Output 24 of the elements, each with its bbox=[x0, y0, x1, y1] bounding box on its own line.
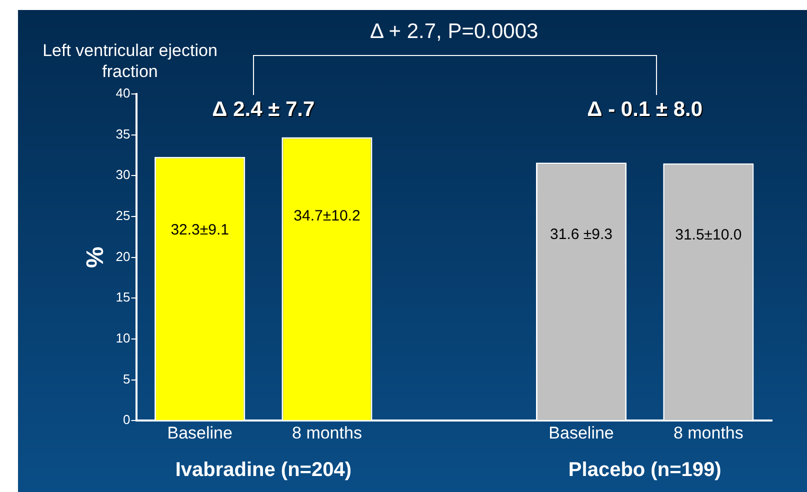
y-tick-label: 15 bbox=[116, 290, 130, 305]
y-tick-label: 35 bbox=[116, 126, 130, 142]
x-tick-label: Baseline bbox=[167, 423, 232, 442]
y-tick-label: 5 bbox=[123, 371, 130, 386]
y-tick-label: 0 bbox=[123, 412, 130, 428]
data-label: 31.5±10.0 bbox=[675, 226, 742, 244]
x-tick-label: Baseline bbox=[548, 423, 614, 442]
y-tick-label: 20 bbox=[116, 248, 130, 264]
text: Δ + 2.7, P=0.0003 bbox=[370, 20, 538, 43]
y-axis-title: % bbox=[82, 246, 110, 268]
y-tick-label: 25 bbox=[116, 208, 130, 224]
chart-title: Left ventricular ejection fraction bbox=[42, 40, 218, 82]
data-label: 31.6 ±9.3 bbox=[550, 226, 613, 243]
data-label: 32.3±9.1 bbox=[170, 222, 229, 239]
x-tick-label: 8 months bbox=[673, 423, 744, 442]
annotation: Δ - 0.1 ± 8.0 bbox=[587, 98, 703, 121]
text: Placebo (n=199) bbox=[568, 459, 722, 482]
annotation: Δ 2.4 ± 7.7 bbox=[212, 98, 315, 121]
y-tick-label: 10 bbox=[116, 330, 130, 346]
data-label: 34.7±10.2 bbox=[294, 208, 360, 225]
text: Ivabradine (n=204) bbox=[175, 459, 352, 482]
y-tick-label: 40 bbox=[116, 86, 130, 101]
x-tick-label: 8 months bbox=[292, 423, 362, 442]
y-tick-label: 30 bbox=[116, 167, 130, 182]
